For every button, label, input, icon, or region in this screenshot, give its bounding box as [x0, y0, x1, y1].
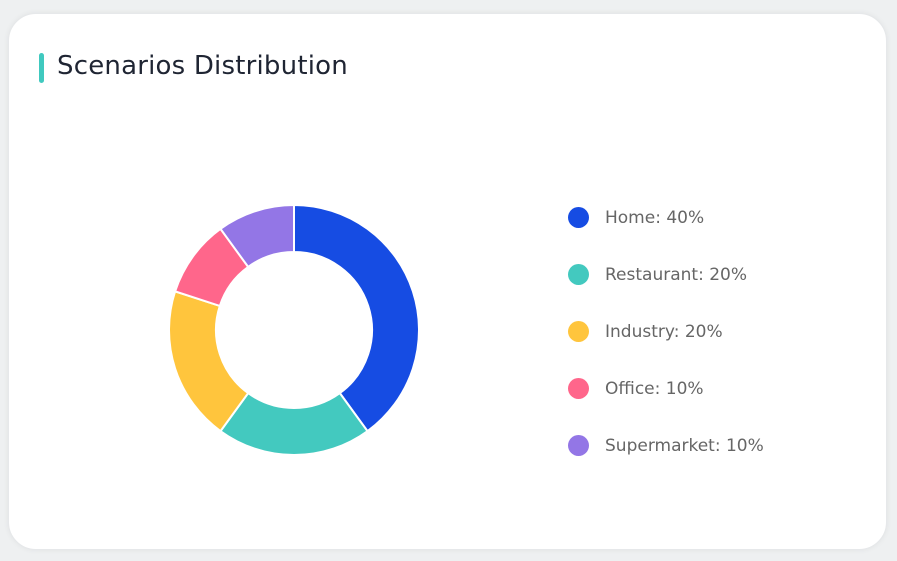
legend-label: Restaurant: 20%	[605, 264, 747, 285]
legend-dot-icon	[568, 264, 589, 285]
slice-supermarket[interactable]	[219, 203, 295, 269]
legend-label: Office: 10%	[605, 378, 704, 399]
legend-label: Supermarket: 10%	[605, 435, 764, 456]
slice-industry[interactable]	[168, 290, 250, 433]
chart-legend: Home: 40% Restaurant: 20% Industry: 20% Off…	[568, 189, 764, 474]
legend-item-restaurant[interactable]: Restaurant: 20%	[568, 246, 764, 303]
legend-item-supermarket[interactable]: Supermarket: 10%	[568, 417, 764, 474]
legend-dot-icon	[568, 435, 589, 456]
legend-label: Industry: 20%	[605, 321, 723, 342]
legend-item-industry[interactable]: Industry: 20%	[568, 303, 764, 360]
legend-item-office[interactable]: Office: 10%	[568, 360, 764, 417]
legend-label: Home: 40%	[605, 207, 705, 228]
legend-dot-icon	[568, 321, 589, 342]
donut-chart	[168, 203, 420, 456]
legend-dot-icon	[568, 378, 589, 399]
legend-dot-icon	[568, 207, 589, 228]
card-title: Scenarios Distribution	[57, 51, 348, 81]
title-accent-bar	[39, 53, 44, 83]
slice-home[interactable]	[293, 203, 420, 433]
legend-item-home[interactable]: Home: 40%	[568, 189, 764, 246]
scenarios-card: Scenarios Distribution Home: 40% Restaura…	[8, 13, 887, 550]
